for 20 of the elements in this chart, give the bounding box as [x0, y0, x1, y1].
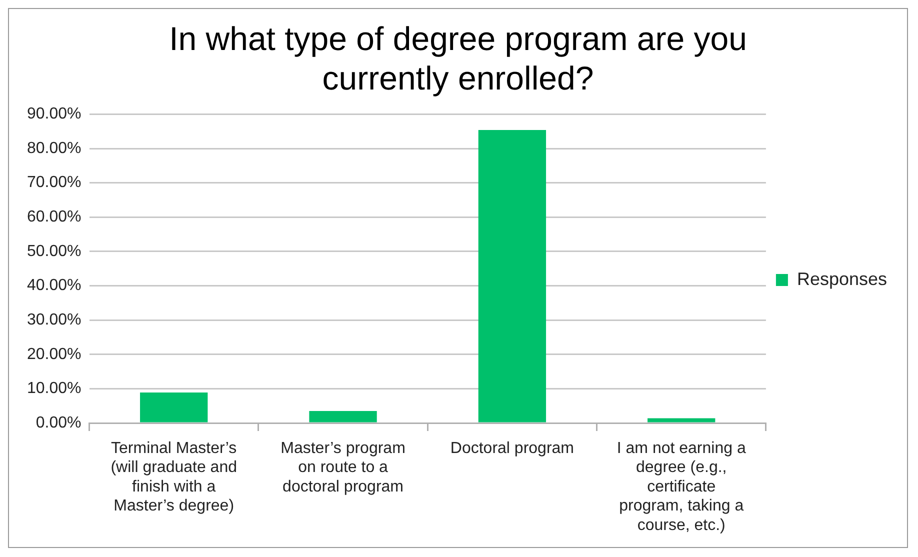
x-tick-label: I am not earning a degree (e.g., certificate program, taking a course, etc.) — [616, 440, 746, 534]
y-tick-label: 20.00% — [27, 346, 82, 363]
y-tick-label: 70.00% — [27, 174, 82, 192]
bar — [309, 410, 377, 422]
x-tick-label: Terminal Master’s (will graduate and finish with a Master’s degree) — [110, 440, 237, 515]
x-tick-label: Doctoral program — [450, 440, 574, 458]
bar — [140, 392, 208, 422]
legend-label: Responses — [796, 268, 888, 289]
y-tick-label: 40.00% — [27, 277, 82, 294]
y-tick-label: 0.00% — [36, 414, 82, 432]
y-tick-label: 50.00% — [27, 242, 82, 260]
y-tick-label: 80.00% — [27, 140, 82, 157]
y-tick-label: 10.00% — [27, 380, 82, 398]
bar — [478, 130, 546, 422]
y-tick-label: 90.00% — [27, 106, 82, 123]
bar — [648, 418, 716, 422]
y-tick-label: 30.00% — [27, 311, 82, 328]
x-tick-label: Master’s program on route to a doctoral program — [280, 440, 406, 496]
chart-title: In what type of degree program are you currently enrolled? — [169, 20, 747, 96]
y-tick-label: 60.00% — [27, 208, 82, 226]
